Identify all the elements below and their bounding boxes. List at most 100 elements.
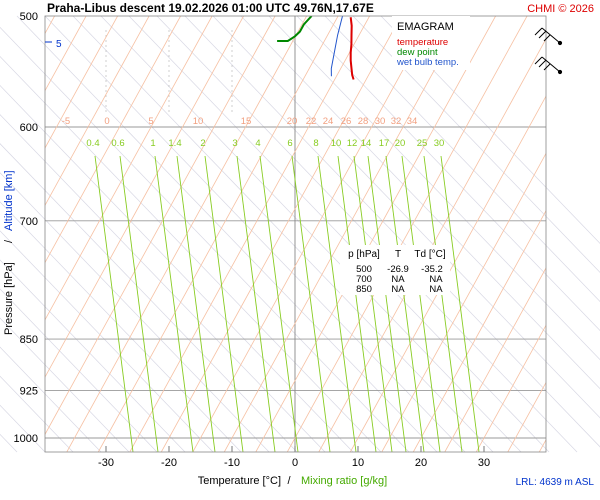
isotherm-line <box>45 16 87 92</box>
table-cell: -35.2 <box>421 264 443 275</box>
dry-adiabat-line <box>16 15 438 453</box>
temperature-tick-label: 20 <box>415 457 427 469</box>
dry-adiabat-line <box>0 114 326 453</box>
isotherm-line <box>45 16 118 149</box>
isotherm-label: 30 <box>375 116 386 127</box>
mixing-ratio-label: 14 <box>361 138 372 149</box>
pressure-tick-label: 925 <box>20 386 38 398</box>
isotherm-label: 22 <box>306 116 317 127</box>
series-line-temperature <box>349 17 355 80</box>
table-cell: NA <box>429 284 443 295</box>
table-cell: -26.9 <box>387 264 409 275</box>
series-line-dew-point <box>277 16 313 42</box>
isotherm-label: 0 <box>104 116 109 127</box>
x-axis-title-temperature: Temperature [°C] <box>198 475 281 487</box>
dry-adiabat-line <box>0 26 410 453</box>
mixing-ratio-line <box>440 155 480 452</box>
legend-title: EMAGRAM <box>397 21 454 33</box>
mixing-ratio-line <box>119 155 159 452</box>
chart-title: Praha-Libus descent 19.02.2026 01:00 UTC… <box>47 1 374 15</box>
dry-adiabat-line <box>44 15 466 453</box>
mixing-ratio-label: 8 <box>313 138 318 149</box>
dry-adiabat-line <box>268 15 600 361</box>
isotherm-line <box>507 381 546 452</box>
lrl-label: LRL: 4639 m ASL <box>516 477 595 488</box>
isotherm-line <box>160 16 402 452</box>
table-cell: 500 <box>356 264 372 275</box>
dry-adiabat-line <box>156 15 578 453</box>
isotherm-line <box>381 152 546 452</box>
isotherm-label: 28 <box>358 116 369 127</box>
mixing-ratio-line <box>337 155 377 452</box>
legend-wet-bulb: wet bulb temp. <box>396 57 459 68</box>
data-table-box <box>340 245 450 295</box>
isotherm-line <box>45 16 276 436</box>
mixing-ratio-label: 0.6 <box>111 138 124 149</box>
isotherm-line <box>412 209 546 452</box>
isotherm-line <box>318 38 546 452</box>
mixing-ratio-line <box>236 155 276 452</box>
isotherm-label: 15 <box>241 116 252 127</box>
isotherm-line <box>45 16 244 378</box>
isotherm-label: 20 <box>287 116 298 127</box>
isotherm-line <box>97 16 339 452</box>
dry-adiabat-line <box>72 15 494 453</box>
mixing-ratio-label: 30 <box>434 138 445 149</box>
mixing-ratio-label: 10 <box>331 138 342 149</box>
mixing-ratio-label: 1 <box>150 138 155 149</box>
altitude-marker-label: 5 <box>56 39 62 50</box>
mixing-ratio-label: 12 <box>347 138 358 149</box>
temperature-tick-label: 0 <box>292 457 298 469</box>
mixing-ratio-line <box>317 155 357 452</box>
isotherm-line <box>45 16 181 264</box>
isotherm-line <box>45 16 150 207</box>
isotherm-label: 10 <box>193 116 204 127</box>
table-cell: NA <box>391 274 405 285</box>
dry-adiabat-line <box>380 15 600 244</box>
dry-adiabat-line <box>0 85 354 453</box>
dry-adiabat-line <box>324 15 600 302</box>
dry-adiabat-line <box>352 15 600 273</box>
dry-adiabat-line <box>0 55 382 453</box>
pressure-tick-label: 600 <box>20 122 38 134</box>
mixing-ratio-line <box>385 155 425 452</box>
isotherm-line <box>475 324 546 452</box>
legend-temperature: temperature <box>397 37 448 48</box>
x-axis-title-mixing-ratio: Mixing ratio [g/kg] <box>301 475 387 487</box>
dry-adiabat-line <box>0 288 158 453</box>
isotherm-line <box>349 95 546 452</box>
isotherm-line <box>223 16 465 452</box>
y-axis-title-pressure: Pressure [hPa] <box>3 262 15 335</box>
table-header-p: p [hPa] <box>348 249 380 260</box>
dry-adiabat-line <box>0 346 102 453</box>
pressure-tick-label: 500 <box>20 11 38 23</box>
temperature-tick-label: 10 <box>352 457 364 469</box>
mixing-ratio-line <box>353 155 393 452</box>
mixing-ratio-line <box>176 155 216 452</box>
isotherm-line <box>129 16 370 452</box>
mixing-ratio-label: 25 <box>417 138 428 149</box>
mixing-ratio-line <box>367 155 407 452</box>
table-cell: 850 <box>356 284 372 295</box>
wind-barb-icon <box>534 56 563 75</box>
mixing-ratio-label: 20 <box>395 138 406 149</box>
dry-adiabat-line <box>0 317 130 453</box>
pressure-tick-label: 1000 <box>14 433 38 445</box>
x-axis-title-separator: / <box>287 475 291 487</box>
pressure-tick-label: 700 <box>20 216 38 228</box>
mixing-ratio-line <box>291 155 331 452</box>
credit-label: CHMI © 2026 <box>527 3 594 15</box>
dry-adiabat-line <box>0 143 298 453</box>
dry-adiabat-line <box>296 15 600 332</box>
table-cell: 700 <box>356 274 372 285</box>
y-axis-title-altitude: Altitude [km] <box>3 170 15 231</box>
isotherm-line <box>255 16 496 452</box>
mixing-ratio-line <box>204 155 244 452</box>
isotherm-label: 34 <box>407 116 418 127</box>
isotherm-label: 26 <box>341 116 352 127</box>
legend-dew-point: dew point <box>397 47 438 58</box>
temperature-tick-label: -20 <box>161 457 177 469</box>
table-header-t: T <box>395 249 401 260</box>
dry-adiabat-line <box>100 15 522 453</box>
